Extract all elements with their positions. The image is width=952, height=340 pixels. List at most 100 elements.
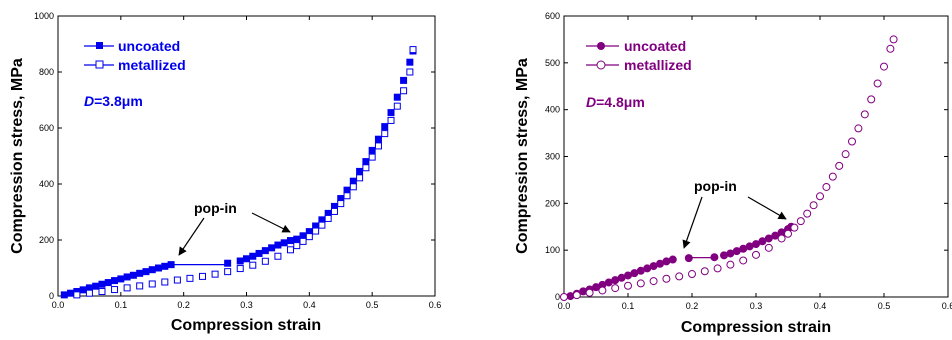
right-metallized-point xyxy=(598,286,607,295)
left-uncoated-point xyxy=(104,279,112,287)
left-metallized-point xyxy=(123,284,131,292)
left-y-tick-label: 400 xyxy=(39,179,54,189)
right-chart: 0.0 0.1 0.2 0.3 0.4 0.5 0.6 0 100 200 300 400 500 600… xyxy=(514,11,952,336)
right-metallized-point xyxy=(662,274,671,283)
left-metallized-point xyxy=(73,291,81,299)
left-metallized-point xyxy=(305,233,313,241)
left-x-tick-label: 0.2 xyxy=(177,300,190,310)
right-x-tick-label: 0.1 xyxy=(622,301,635,311)
left-metallized-point xyxy=(161,278,169,286)
left-metallized-point xyxy=(111,286,119,294)
right-metallized-point xyxy=(860,110,869,119)
left-uncoated-point xyxy=(224,259,232,267)
left-uncoated-point xyxy=(161,262,169,270)
right-uncoated-point xyxy=(684,254,693,263)
right-metallized-point xyxy=(726,260,735,269)
left-legend-metallized-marker xyxy=(95,60,104,69)
right-axis-ticks: 0.0 0.1 0.2 0.3 0.4 0.5 0.6 0 100 200 300 400 500 600 xyxy=(545,11,952,311)
left-metallized-point xyxy=(356,174,364,182)
left-metallized-point xyxy=(85,289,93,297)
left-uncoated-point xyxy=(381,123,389,131)
left-x-tick-label: 0.5 xyxy=(366,300,379,310)
right-metallized-point xyxy=(675,272,684,281)
left-popin-arrow-1 xyxy=(178,217,205,256)
right-legend-uncoated-marker xyxy=(597,42,605,50)
right-x-tick-label: 0.4 xyxy=(814,301,827,311)
left-metallized-point xyxy=(299,237,307,245)
left-uncoated-point xyxy=(393,93,401,101)
right-metallized-point xyxy=(822,182,831,191)
right-x-tick-label: 0.6 xyxy=(942,301,952,311)
right-metallized-point xyxy=(790,223,799,232)
right-metallized-point xyxy=(649,277,658,286)
left-uncoated-point xyxy=(155,264,163,272)
right-x-tick-label: 0.0 xyxy=(558,301,571,311)
left-uncoated-point xyxy=(387,109,395,117)
left-metallized-point xyxy=(368,153,376,161)
left-uncoated-point xyxy=(362,158,370,166)
right-x-tick-label: 0.5 xyxy=(878,301,891,311)
left-uncoated-point xyxy=(274,241,282,249)
left-y-tick-label: 0 xyxy=(49,291,54,301)
right-legend-metallized-marker xyxy=(596,60,606,70)
right-uncoated-point xyxy=(764,234,773,243)
left-uncoated-point xyxy=(368,146,376,154)
left-popin-label: pop-in xyxy=(194,200,237,216)
left-metallized-point xyxy=(324,214,332,222)
left-uncoated-point xyxy=(117,275,125,283)
left-legend: uncoated metallized xyxy=(84,38,186,73)
left-metallized-point xyxy=(400,87,408,95)
right-y-tick-label: 300 xyxy=(545,152,560,162)
left-uncoated-point xyxy=(255,249,263,257)
right-metallized-point xyxy=(560,293,568,301)
right-metallized-point xyxy=(611,284,620,293)
left-y-tick-label: 200 xyxy=(39,235,54,245)
right-metallized-point xyxy=(784,229,792,238)
right-metallized-point xyxy=(809,201,818,210)
right-uncoated-point xyxy=(668,255,677,264)
right-metallized-point xyxy=(764,243,773,252)
right-x-tick-label: 0.2 xyxy=(686,301,699,311)
left-metallized-point xyxy=(406,68,414,76)
right-legend-uncoated-label: uncoated xyxy=(624,38,686,54)
right-metallized-point xyxy=(700,267,709,276)
left-y-axis-label: Compression stress, MPa xyxy=(9,58,26,254)
right-diameter-annotation: D=4.8μm xyxy=(586,94,645,110)
left-metallized-point xyxy=(274,252,282,260)
left-y-tick-label: 600 xyxy=(39,123,54,133)
right-data-points xyxy=(560,35,898,301)
right-metallized-point xyxy=(816,192,824,201)
right-y-tick-label: 400 xyxy=(545,105,560,115)
right-metallized-point xyxy=(796,217,805,226)
left-metallized-point xyxy=(409,46,417,54)
left-uncoated-point xyxy=(293,235,301,243)
right-metallized-point xyxy=(636,279,645,288)
left-metallized-point xyxy=(337,200,345,208)
left-metallized-point xyxy=(236,265,244,273)
right-metallized-point xyxy=(585,288,594,297)
left-uncoated-point xyxy=(60,291,68,299)
left-chart: 0.0 0.1 0.2 0.3 0.4 0.5 0.6 0 200 400 600 800 1000 C… xyxy=(9,11,441,334)
right-y-axis-label: Compression stress, MPa xyxy=(514,58,531,254)
left-x-tick-label: 0.4 xyxy=(303,300,316,310)
right-metallized-point xyxy=(688,270,696,279)
right-y-tick-label: 200 xyxy=(545,198,560,208)
left-popin-arrow-2 xyxy=(251,212,291,233)
right-metallized-point xyxy=(739,256,748,265)
left-uncoated-point xyxy=(142,268,150,276)
left-metallized-point xyxy=(387,116,395,124)
left-metallized-point xyxy=(199,272,207,280)
right-metallized-point xyxy=(867,95,876,104)
right-metallized-point xyxy=(624,281,632,290)
right-metallized-point xyxy=(752,250,760,259)
left-diameter-annotation: D=3.8μm xyxy=(84,93,143,109)
right-metallized-point xyxy=(713,264,722,273)
left-legend-uncoated-marker xyxy=(96,42,103,49)
left-uncoated-point xyxy=(374,135,382,143)
left-metallized-point xyxy=(286,246,294,254)
left-legend-metallized-label: metallized xyxy=(118,57,186,73)
right-metallized-point xyxy=(777,234,786,243)
right-popin-arrow-2 xyxy=(747,196,787,220)
left-x-axis-label: Compression strain xyxy=(171,317,321,334)
